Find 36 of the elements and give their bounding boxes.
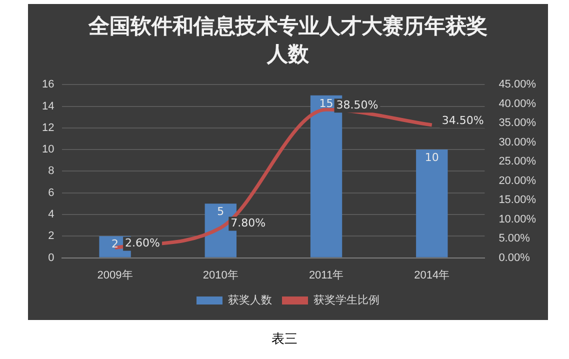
- y-tick-label: 4: [48, 208, 54, 221]
- y-tick-label: 2: [48, 230, 54, 242]
- text: 表三: [270, 331, 298, 348]
- y-tick-label: 12: [42, 122, 54, 134]
- legend-label: 获奖学生比例: [314, 294, 380, 307]
- y2-tick-label: 40.00%: [498, 98, 536, 110]
- data-label: 34.50%: [442, 114, 484, 127]
- y-tick-label: 16: [42, 78, 54, 91]
- y-tick-label: 14: [42, 100, 54, 112]
- y-tick-label: 0: [48, 252, 54, 264]
- data-label: 2.60%: [125, 236, 160, 250]
- y2-tick-label: 45.00%: [498, 78, 536, 91]
- y2-tick-label: 35.00%: [498, 117, 536, 130]
- bar: [416, 150, 448, 258]
- chart-title: 全国软件和信息技术专业人才大赛历年获奖人数: [87, 13, 488, 68]
- x-tick-label: 2010年: [202, 269, 238, 282]
- y2-tick-label: 0.00%: [498, 252, 530, 264]
- data-label: 2: [112, 238, 119, 251]
- data-label: 38.50%: [336, 98, 378, 112]
- data-label: 15: [319, 96, 334, 110]
- y2-tick-label: 20.00%: [498, 174, 536, 187]
- y2-tick-label: 5.00%: [498, 232, 530, 245]
- y2-tick-label: 10.00%: [498, 213, 536, 226]
- y-tick-label: 10: [42, 144, 54, 156]
- x-tick-label: 2009年: [97, 269, 133, 282]
- y-tick-label: 6: [48, 186, 54, 199]
- data-label: 5: [217, 205, 224, 218]
- x-tick-label: 2014年: [414, 269, 450, 282]
- legend-label: 获奖人数: [228, 294, 272, 307]
- x-tick-label: 2011年: [308, 269, 344, 282]
- data-label: 10: [424, 150, 439, 164]
- y2-tick-label: 30.00%: [498, 136, 536, 148]
- y2-tick-label: 25.00%: [498, 156, 536, 168]
- data-label: 7.80%: [230, 216, 266, 230]
- y-tick-label: 8: [48, 165, 54, 178]
- y2-tick-label: 15.00%: [498, 194, 536, 206]
